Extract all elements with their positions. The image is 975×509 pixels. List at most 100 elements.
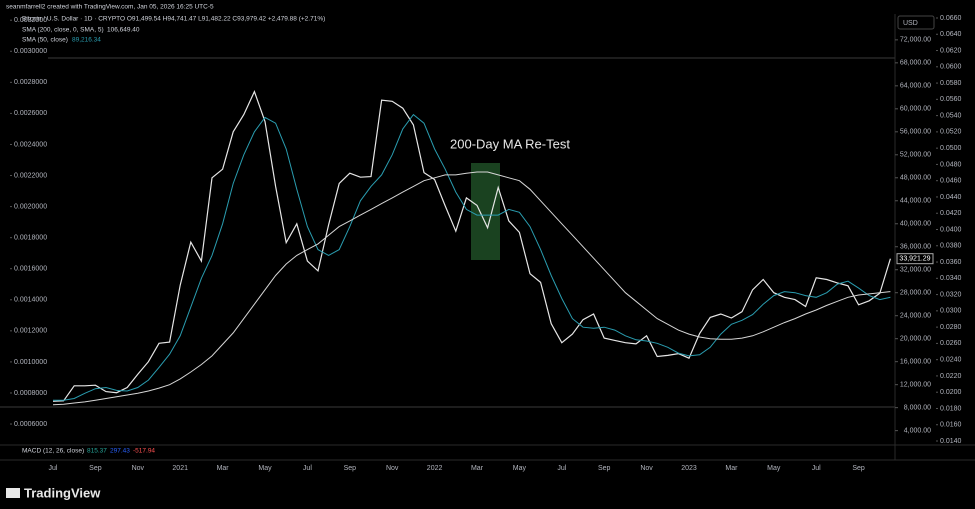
x-tick-label: Sep xyxy=(852,465,865,472)
price-tag-label: 33,921.29 xyxy=(899,256,930,263)
y3-tick-label: 0.0660 xyxy=(940,15,962,22)
symbol-legend: Bitcoin / U.S. Dollar · 1D · CRYPTO O91,… xyxy=(22,16,325,23)
y2-tick-label: 0.0022000 xyxy=(14,172,47,179)
y3-tick-label: 0.0220 xyxy=(940,373,962,380)
x-tick-label: Nov xyxy=(640,465,653,472)
y-tick-label: 48,000.00 xyxy=(900,175,931,182)
highlight-box xyxy=(471,163,500,260)
x-tick-label: 2021 xyxy=(172,465,188,472)
y3-tick-label: 0.0280 xyxy=(940,324,962,331)
x-tick-label: Mar xyxy=(217,465,230,472)
x-tick-label: Sep xyxy=(598,465,611,472)
x-tick-label: Jul xyxy=(812,465,821,472)
x-tick-label: May xyxy=(767,465,781,472)
y-tick-label: 28,000.00 xyxy=(900,290,931,297)
y-tick-label: 64,000.00 xyxy=(900,83,931,90)
y3-tick-label: 0.0380 xyxy=(940,243,962,250)
x-tick-label: Mar xyxy=(725,465,738,472)
sma200-value: 106,649.40 xyxy=(107,27,140,34)
y2-tick-label: 0.0026000 xyxy=(14,110,47,117)
y2-tick-label: 0.0024000 xyxy=(14,141,47,148)
y-tick-label: 68,000.00 xyxy=(900,60,931,67)
y2-tick-label: 0.0020000 xyxy=(14,203,47,210)
y-tick-label: 20,000.00 xyxy=(900,336,931,343)
histogram-value: -517.94 xyxy=(133,448,155,455)
y2-tick-label: 0.0010000 xyxy=(14,359,47,366)
y-tick-label: 24,000.00 xyxy=(900,313,931,320)
y2-tick-label: 0.0018000 xyxy=(14,234,47,241)
x-tick-label: Sep xyxy=(344,465,357,472)
x-tick-label: Nov xyxy=(132,465,145,472)
x-tick-label: 2022 xyxy=(427,465,443,472)
x-tick-label: 2023 xyxy=(681,465,697,472)
x-tick-label: Jul xyxy=(303,465,312,472)
y3-tick-label: 0.0500 xyxy=(940,145,962,152)
y-tick-label: 44,000.00 xyxy=(900,198,931,205)
signal-value: 297.43 xyxy=(110,448,130,455)
y2-tick-label: 0.0006000 xyxy=(14,421,47,428)
y3-tick-label: 0.0400 xyxy=(940,226,962,233)
y-tick-label: 12,000.00 xyxy=(900,382,931,389)
y3-tick-label: 0.0340 xyxy=(940,275,962,282)
y-tick-label: 40,000.00 xyxy=(900,221,931,228)
x-tick-label: May xyxy=(258,465,272,472)
y-tick-label: 72,000.00 xyxy=(900,37,931,44)
y2-tick-label: 0.0008000 xyxy=(14,390,47,397)
y-tick-label: 32,000.00 xyxy=(900,267,931,274)
macd-legend: MACD (12, 26, close) xyxy=(22,448,84,455)
x-tick-label: Jul xyxy=(557,465,566,472)
sma50-value: 89,216.34 xyxy=(72,37,101,44)
y2-tick-label: 0.0014000 xyxy=(14,297,47,304)
y3-tick-label: 0.0520 xyxy=(940,129,962,136)
sma200-legend: SMA (200, close, 0, SMA, 5) xyxy=(22,27,104,34)
annotation: 200-Day MA Re-Test xyxy=(450,136,570,151)
y3-tick-label: 0.0300 xyxy=(940,308,962,315)
x-tick-label: Mar xyxy=(471,465,484,472)
series-line xyxy=(52,171,891,406)
y3-tick-label: 0.0240 xyxy=(940,357,962,364)
y3-tick-label: 0.0420 xyxy=(940,210,962,217)
y3-tick-label: 0.0200 xyxy=(940,389,962,396)
y3-tick-label: 0.0160 xyxy=(940,422,962,429)
y3-tick-label: 0.0560 xyxy=(940,96,962,103)
y2-tick-label: 0.0028000 xyxy=(14,79,47,86)
y3-tick-label: 0.0640 xyxy=(940,31,962,38)
x-tick-label: Jul xyxy=(49,465,58,472)
y3-tick-label: 0.0600 xyxy=(940,64,962,71)
y-tick-label: 16,000.00 xyxy=(900,359,931,366)
y-tick-label: 4,000.00 xyxy=(904,427,931,434)
y3-tick-label: 0.0580 xyxy=(940,80,962,87)
x-tick-label: May xyxy=(513,465,527,472)
y2-tick-label: 0.0032000 xyxy=(14,17,47,24)
x-tick-label: Sep xyxy=(89,465,102,472)
y2-tick-label: 0.0016000 xyxy=(14,266,47,273)
brand: TradingView xyxy=(24,485,101,500)
price-tag xyxy=(896,253,934,265)
series-line xyxy=(52,90,891,402)
y3-tick-label: 0.0320 xyxy=(940,291,962,298)
y3-tick-label: 0.0140 xyxy=(940,438,962,445)
x-tick-label: Nov xyxy=(386,465,399,472)
y2-tick-label: 0.0030000 xyxy=(14,48,47,55)
y2-tick-label: 0.0012000 xyxy=(14,328,47,335)
y-tick-label: 8,000.00 xyxy=(904,404,931,411)
y3-tick-label: 0.0360 xyxy=(940,259,962,266)
series-line xyxy=(53,113,891,401)
y3-tick-label: 0.0460 xyxy=(940,178,962,185)
y3-tick-label: 0.0180 xyxy=(940,405,962,412)
y3-tick-label: 0.0440 xyxy=(940,194,962,201)
y3-tick-label: 0.0620 xyxy=(940,47,962,54)
logo-mark xyxy=(6,488,20,498)
currency-label: USD xyxy=(903,20,918,27)
y-tick-label: 60,000.00 xyxy=(900,106,931,113)
y3-tick-label: 0.0260 xyxy=(940,340,962,347)
y-tick-label: 36,000.00 xyxy=(900,244,931,251)
y-tick-label: 52,000.00 xyxy=(900,152,931,159)
currency-button[interactable] xyxy=(897,15,935,30)
y3-tick-label: 0.0480 xyxy=(940,161,962,168)
credit: seanmfarrell2 created with TradingView.c… xyxy=(6,4,214,11)
macd-value: 815.37 xyxy=(87,448,107,455)
y3-tick-label: 0.0540 xyxy=(940,112,962,119)
y-tick-label: 56,000.00 xyxy=(900,129,931,136)
